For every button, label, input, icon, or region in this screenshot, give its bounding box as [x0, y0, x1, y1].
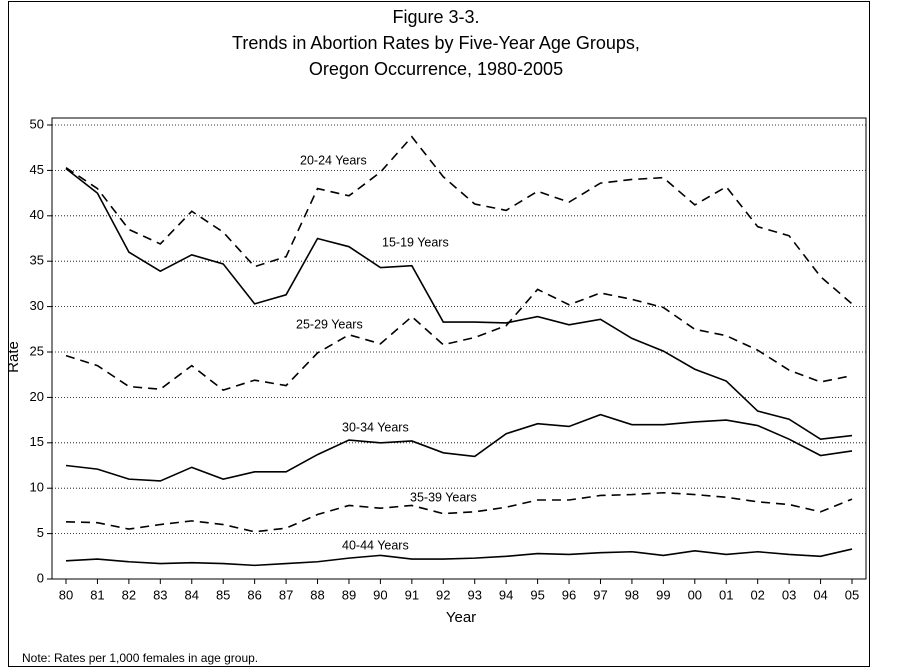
x-tick-label: 90: [373, 587, 387, 602]
x-tick-label: 86: [247, 587, 261, 602]
series-line: [65, 288, 853, 392]
y-tick-label: 40: [30, 207, 44, 222]
x-tick-label: 91: [405, 587, 419, 602]
y-tick-label: 15: [30, 434, 44, 449]
outer-frame: [8, 1, 870, 667]
series-line: [65, 135, 853, 305]
plot-frame: [51, 117, 867, 580]
series-label: 30-34 Years: [342, 420, 409, 434]
series-line: [65, 491, 853, 533]
chart-title: Oregon Occurrence, 1980-2005: [309, 59, 563, 79]
y-tick-label: 5: [37, 525, 44, 540]
y-tick-label: 20: [30, 389, 44, 404]
x-tick-label: 84: [185, 587, 199, 602]
y-tick-label: 0: [37, 570, 44, 585]
x-tick-label: 99: [656, 587, 670, 602]
x-tick-label: 89: [342, 587, 356, 602]
y-axis-title: Rate: [5, 341, 22, 373]
x-tick-label: 98: [625, 587, 639, 602]
note: Note: Rates per 1,000 females in age gro…: [22, 651, 258, 665]
chart-title: Figure 3-3.: [392, 7, 479, 27]
x-tick-label: 03: [782, 587, 796, 602]
x-tick-label: 93: [467, 587, 481, 602]
series-label: 35-39 Years: [410, 490, 477, 504]
x-tick-label: 92: [436, 587, 450, 602]
x-tick-label: 83: [153, 587, 167, 602]
series-label: 40-44 Years: [342, 538, 409, 552]
y-tick-label: 25: [30, 343, 44, 358]
x-axis-title: Year: [446, 609, 476, 626]
y-tick-label: 50: [30, 116, 44, 131]
x-tick-label: 81: [90, 587, 104, 602]
x-tick-label: 95: [530, 587, 544, 602]
x-tick-label: 05: [845, 587, 859, 602]
series-line: [65, 548, 853, 567]
x-tick-label: 85: [216, 587, 230, 602]
series-line: [65, 413, 853, 482]
x-tick-label: 82: [122, 587, 136, 602]
x-tick-label: 02: [750, 587, 764, 602]
x-tick-label: 01: [719, 587, 733, 602]
series-label: 15-19 Years: [382, 235, 449, 249]
x-tick-label: 97: [593, 587, 607, 602]
x-tick-label: 04: [813, 587, 827, 602]
series-label: 20-24 Years: [300, 153, 367, 167]
series-label: 25-29 Years: [296, 317, 363, 331]
x-tick-label: 87: [279, 587, 293, 602]
y-tick-label: 35: [30, 253, 44, 268]
y-tick-label: 45: [30, 162, 44, 177]
y-tick-label: 10: [30, 480, 44, 495]
y-tick-label: 30: [30, 298, 44, 313]
series-line: [65, 167, 853, 440]
x-tick-label: 96: [562, 587, 576, 602]
chart-title: Trends in Abortion Rates by Five-Year Ag…: [232, 33, 640, 53]
x-tick-label: 94: [499, 587, 513, 602]
x-tick-label: 88: [310, 587, 324, 602]
x-tick-label: 80: [59, 587, 73, 602]
x-tick-label: 00: [688, 587, 702, 602]
